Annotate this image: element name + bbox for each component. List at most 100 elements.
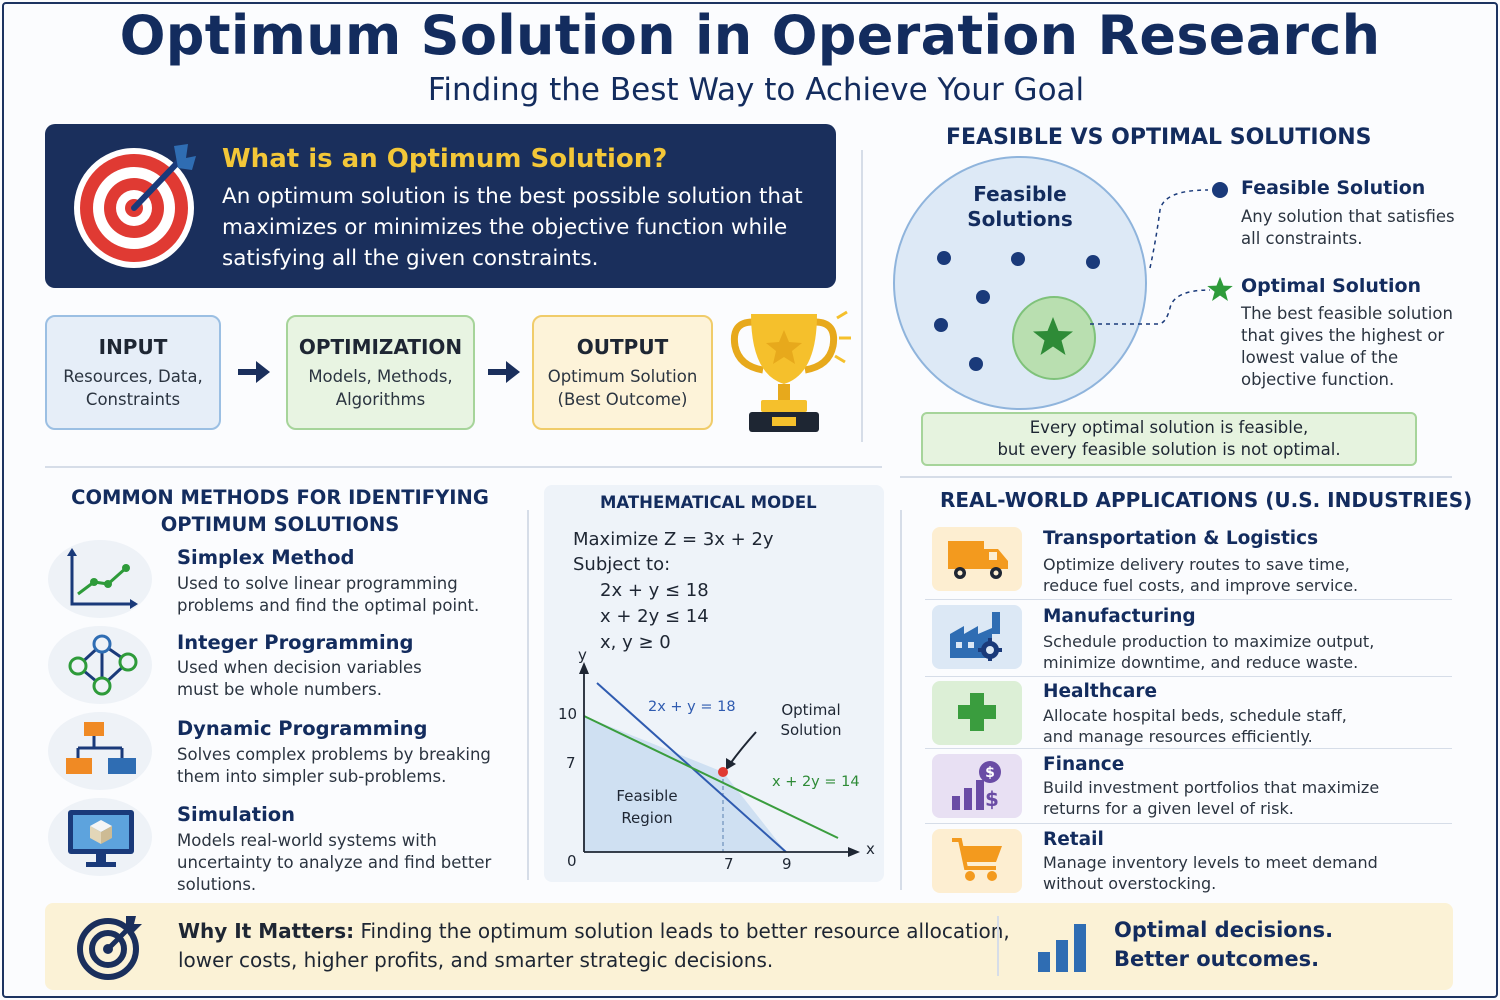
feasible-legend-text: Any solution that satisfies all constrai… [1241, 207, 1455, 248]
math-subject-to: Subject to: [573, 554, 671, 575]
line1-label: 2x + y = 18 [648, 699, 736, 715]
feasible-region-label: Feasible Region [606, 785, 688, 829]
x-axis-label: x [866, 840, 875, 858]
method-title: Simplex Method [177, 546, 355, 569]
star-icon [1031, 316, 1075, 362]
line2-label: x + 2y = 14 [772, 774, 860, 790]
method-text: Models real-world systems with uncertain… [177, 831, 492, 894]
target-icon [76, 914, 144, 984]
app-text-line2: without overstocking. [1043, 874, 1217, 893]
lp-graph [579, 662, 860, 857]
app-text-line1: Manage inventory levels to meet demand [1043, 853, 1378, 872]
star-icon [1206, 276, 1234, 307]
app-text-line1: Build investment portfolios that maximiz… [1043, 778, 1380, 797]
app-text-line2: returns for a given level of risk. [1043, 799, 1294, 818]
methods-title-line1: COMMON METHODS FOR IDENTIFYING [71, 486, 489, 509]
optimization-text-line1: Models, Methods, [308, 366, 453, 386]
finance-chart-icon: $ $ [948, 758, 1008, 818]
arrow-right-icon [236, 358, 272, 390]
method-title: Dynamic Programming [177, 717, 428, 740]
definition-text: An optimum solution is the best possible… [222, 184, 803, 271]
bar-chart-icon [1036, 920, 1096, 978]
feasible-point [976, 290, 990, 304]
bottom-divider [997, 916, 999, 976]
y-tick-label: 10 [558, 705, 578, 723]
app-text-line2: and manage resources efficiently. [1043, 727, 1313, 746]
feasible-circle-label-line1: Feasible [973, 182, 1067, 206]
method-title: Integer Programming [177, 631, 414, 654]
math-objective: Maximize Z = 3x + 2y [573, 529, 774, 550]
app-separator [925, 823, 1452, 824]
feasible-dot-icon [1212, 182, 1228, 198]
feasible-region-circle [893, 156, 1147, 410]
divider-horizontal-right [900, 476, 1452, 478]
shopping-cart-icon [950, 836, 1006, 890]
divider-horizontal-left [45, 466, 882, 468]
optimal-label-line2: Solution [780, 721, 842, 739]
app-title: Transportation & Logistics [1043, 528, 1319, 549]
why-it-matters-text: Why It Matters: Finding the optimum solu… [178, 917, 1010, 975]
app-title: Manufacturing [1043, 606, 1196, 627]
feasibility-note: Every optimal solution is feasible, but … [921, 412, 1417, 466]
optimal-legend-text: The best feasible solution that gives th… [1241, 304, 1453, 389]
legend-connectors [1090, 189, 1211, 325]
region-label-line2: Region [621, 809, 673, 827]
optimization-title: OPTIMIZATION [298, 334, 463, 359]
feasible-circle-label: Feasible Solutions [960, 182, 1080, 232]
methods-title-line2: OPTIMUM SOLUTIONS [160, 513, 400, 536]
trophy-icon [725, 308, 855, 436]
app-separator [925, 599, 1452, 600]
feasible-legend-title: Feasible Solution [1241, 177, 1426, 199]
feasible-circle-label-line2: Solutions [967, 207, 1073, 231]
arrow-right-icon [486, 358, 522, 390]
origin-label: 0 [567, 852, 577, 870]
math-constraint: 2x + y ≤ 18 [600, 580, 709, 601]
truck-icon [946, 535, 1010, 587]
bottom-slogan: Optimal decisions. Better outcomes. [1114, 916, 1333, 974]
note-line2: but every feasible solution is not optim… [997, 440, 1341, 459]
methods-title: COMMON METHODS FOR IDENTIFYING OPTIMUM S… [60, 484, 500, 538]
app-text-line2: reduce fuel costs, and improve service. [1043, 576, 1359, 595]
math-constraint: x, y ≥ 0 [600, 632, 671, 653]
x-tick-label: 7 [724, 855, 734, 873]
feasible-point [934, 318, 948, 332]
app-separator [925, 748, 1452, 749]
app-separator [925, 676, 1452, 677]
method-text: Solves complex problems by breaking them… [177, 745, 491, 786]
app-text-line1: Allocate hospital beds, schedule staff, [1043, 706, 1347, 725]
feasible-point [969, 357, 983, 371]
input-box: INPUT Resources, Data, Constraints [45, 315, 221, 430]
optimal-legend-title: Optimal Solution [1241, 275, 1422, 297]
why-it-matters-line1: Finding the optimum solution leads to be… [354, 919, 1010, 943]
divider-vertical-right [900, 510, 902, 890]
app-title: Finance [1043, 754, 1125, 775]
method-text: Used to solve linear programming problem… [177, 574, 480, 615]
feasible-point [1011, 252, 1025, 266]
feasible-point [1086, 255, 1100, 269]
divider-vertical-left [527, 510, 529, 880]
why-it-matters-label: Why It Matters: [178, 919, 355, 943]
app-text-line2: minimize downtime, and reduce waste. [1043, 653, 1359, 672]
optimization-text-line2: Algorithms [335, 389, 426, 409]
y-tick-label: 7 [566, 754, 576, 772]
app-text-line1: Schedule production to maximize output, [1043, 632, 1375, 651]
app-text: Optimize delivery routes to save time, r… [1043, 554, 1358, 596]
line-chart-icon [64, 546, 140, 616]
svg-text:$: $ [985, 765, 995, 781]
definition-title: What is an Optimum Solution? [222, 144, 668, 174]
app-text: Allocate hospital beds, schedule staff, … [1043, 705, 1347, 747]
feasible-point [937, 251, 951, 265]
math-model-title: MATHEMATICAL MODEL [600, 493, 817, 512]
app-text: Manage inventory levels to meet demand w… [1043, 852, 1378, 894]
output-box: OUTPUT Optimum Solution (Best Outcome) [532, 315, 713, 430]
optimal-solution-label: Optimal Solution [772, 700, 850, 740]
method-text: Used when decision variables must be who… [177, 658, 422, 699]
output-text-line2: (Best Outcome) [557, 389, 688, 409]
note-line1: Every optimal solution is feasible, [1029, 418, 1309, 437]
input-text-line1: Resources, Data, [63, 366, 203, 386]
app-text-line1: Optimize delivery routes to save time, [1043, 555, 1350, 574]
app-text: Build investment portfolios that maximiz… [1043, 777, 1379, 819]
target-icon [70, 140, 210, 272]
optimal-label-line1: Optimal [781, 701, 841, 719]
